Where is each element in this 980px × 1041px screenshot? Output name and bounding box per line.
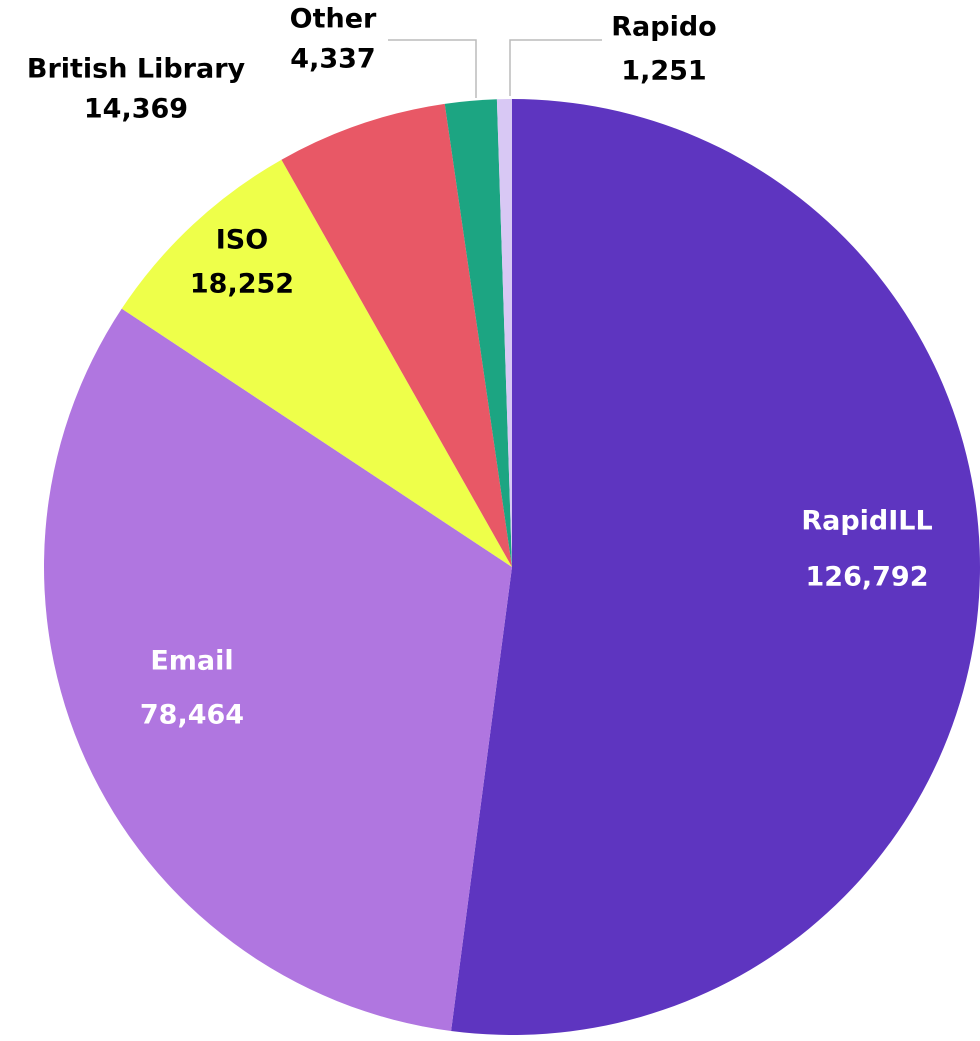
leader-line xyxy=(509,39,602,96)
slice-label: RapidILL xyxy=(801,506,932,537)
pie-slice xyxy=(496,99,512,567)
slice-label: Rapido xyxy=(611,12,716,43)
value-label: 4,337 xyxy=(290,44,375,75)
slice-label: Other xyxy=(290,4,377,35)
value-label: 126,792 xyxy=(806,562,929,593)
pie-slice xyxy=(444,99,512,567)
pie-slice xyxy=(451,99,980,1035)
slice-label: Email xyxy=(150,646,233,677)
pie-slice xyxy=(281,103,512,567)
slice-label: British Library xyxy=(27,54,246,85)
value-label: 14,369 xyxy=(84,94,188,125)
value-label: 1,251 xyxy=(621,56,706,87)
slice-label: ISO xyxy=(216,225,268,256)
value-label: 18,252 xyxy=(190,269,294,300)
pie-slice xyxy=(43,308,512,1032)
leader-line xyxy=(388,39,477,98)
pie-slice xyxy=(121,159,513,567)
value-label: 78,464 xyxy=(140,700,244,731)
